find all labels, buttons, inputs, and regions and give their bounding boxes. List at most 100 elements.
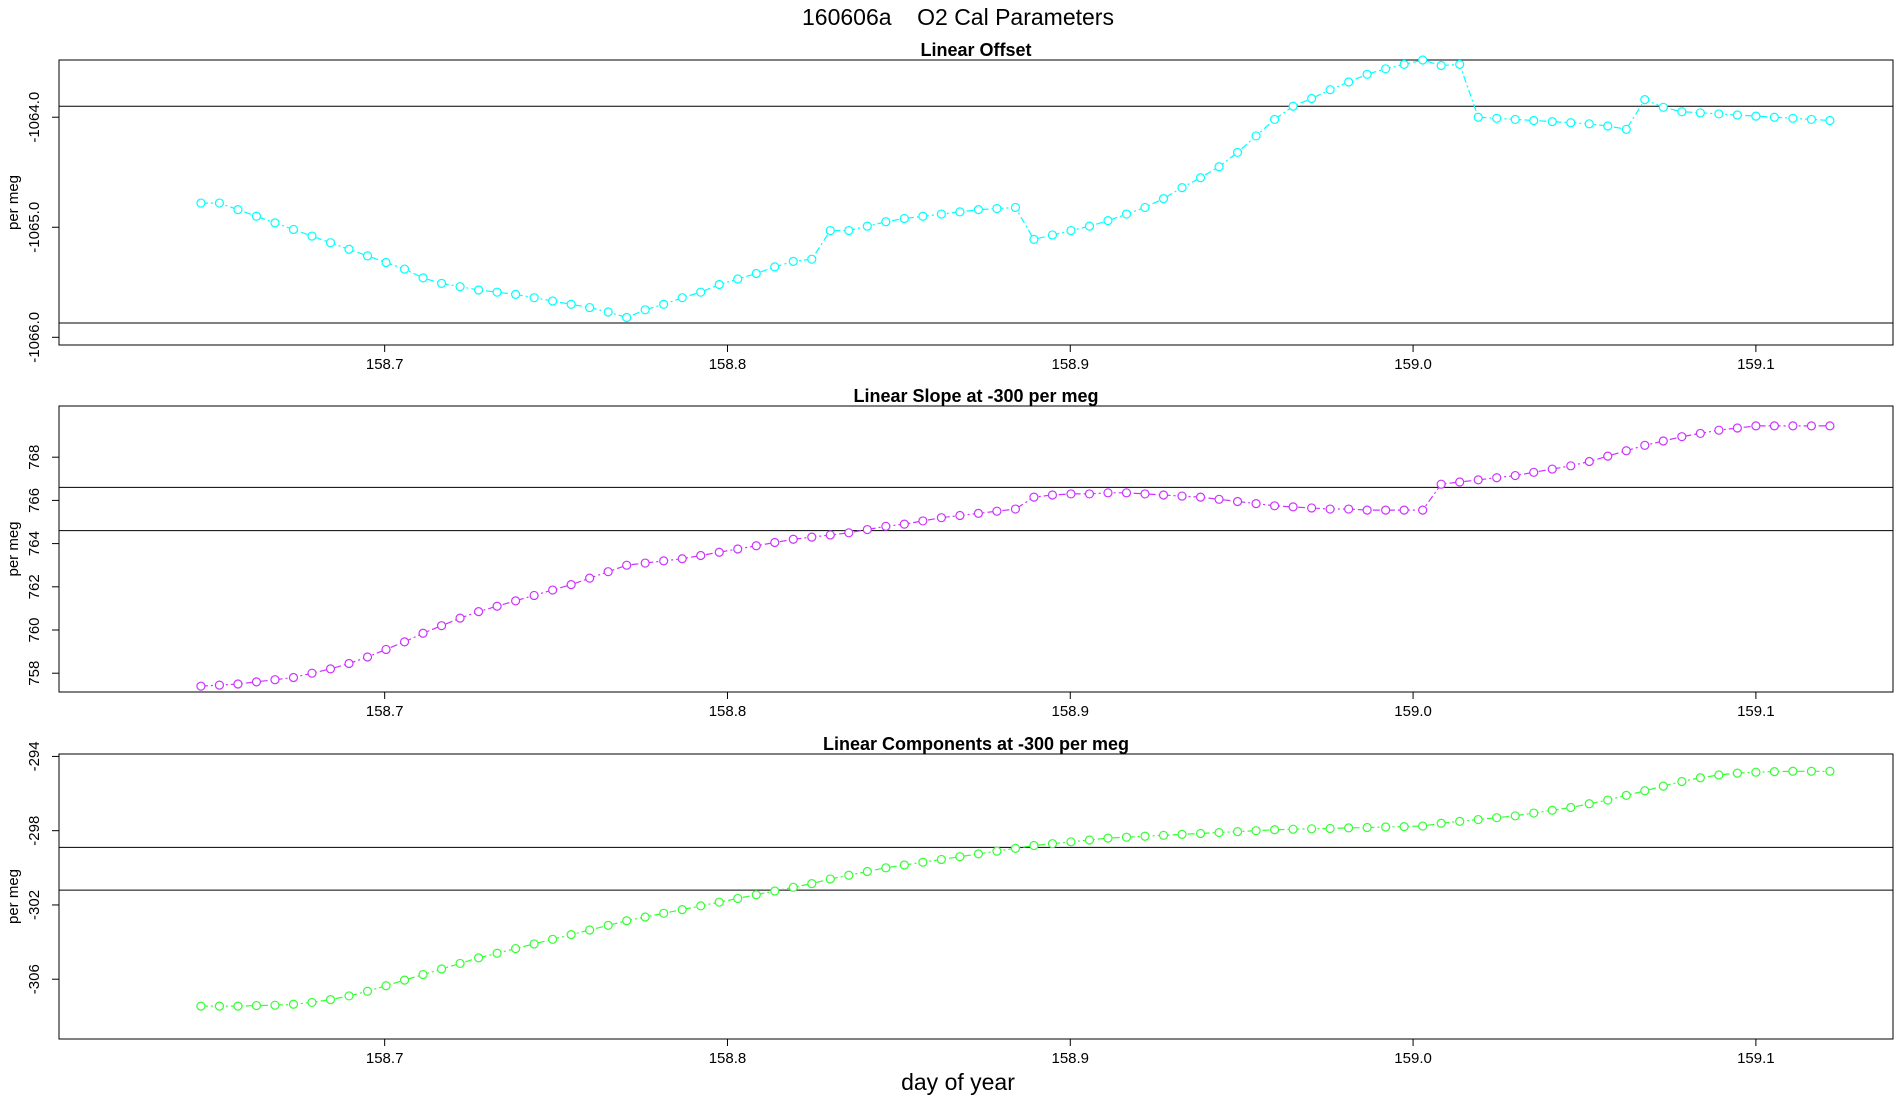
data-point	[399, 264, 410, 274]
data-point	[1455, 59, 1465, 70]
data-point	[1381, 64, 1391, 74]
data-point	[1399, 821, 1409, 832]
data-point	[862, 221, 872, 231]
data-point	[1806, 766, 1817, 776]
data-point	[1029, 492, 1039, 502]
data-point	[1621, 790, 1631, 801]
data-point	[585, 302, 595, 313]
data-point	[1751, 111, 1761, 121]
data-point	[1288, 101, 1298, 111]
data-point	[992, 846, 1002, 856]
x-tick-label: 158.8	[709, 356, 747, 373]
data-point	[1529, 467, 1539, 477]
data-point	[1825, 766, 1835, 776]
data-point	[1732, 768, 1742, 778]
data-point	[825, 530, 835, 540]
data-point	[1436, 60, 1446, 71]
data-point	[1751, 421, 1761, 431]
data-point	[899, 860, 909, 870]
y-axis-label: per meg	[5, 869, 22, 924]
data-point	[1158, 490, 1169, 500]
data-point	[955, 207, 965, 217]
data-point	[1232, 147, 1243, 158]
data-point	[1047, 490, 1058, 500]
data-point	[807, 532, 817, 542]
x-tick-label: 159.0	[1394, 356, 1432, 373]
data-point	[1473, 475, 1483, 485]
data-point	[751, 890, 761, 900]
data-point	[288, 672, 299, 683]
data-point	[899, 519, 909, 529]
data-point	[1010, 202, 1021, 213]
data-point	[1603, 795, 1613, 805]
data-point	[825, 225, 835, 236]
data-point	[1492, 473, 1502, 483]
y-tick-label: -298	[26, 816, 43, 846]
data-point	[1177, 183, 1187, 193]
data-point	[1473, 112, 1483, 122]
data-point	[1269, 114, 1280, 125]
data-point	[214, 680, 225, 690]
data-point	[1418, 505, 1428, 515]
data-point	[770, 262, 780, 272]
x-tick-label: 158.7	[366, 356, 404, 373]
x-tick-label: 158.7	[366, 1050, 404, 1067]
data-point	[1084, 489, 1095, 499]
data-point	[1788, 113, 1798, 123]
panel-title: Linear Offset	[920, 40, 1031, 60]
data-point	[622, 560, 632, 570]
data-point	[1529, 115, 1539, 126]
data-point	[696, 287, 706, 297]
data-point	[1232, 827, 1243, 837]
data-point	[399, 975, 410, 985]
data-point	[1621, 124, 1631, 134]
data-point	[325, 995, 336, 1005]
data-point	[1307, 93, 1317, 104]
y-tick-label: -1066.0	[26, 312, 43, 363]
data-point	[1769, 767, 1779, 777]
data-point	[381, 257, 391, 268]
data-point	[1732, 423, 1742, 433]
panel-title: Linear Components at -300 per meg	[823, 734, 1129, 754]
panel-title: Linear Slope at -300 per meg	[853, 386, 1098, 406]
y-tick-label: -306	[26, 964, 43, 994]
data-point	[696, 550, 706, 561]
data-point	[696, 901, 706, 911]
data-point	[973, 205, 983, 215]
data-point	[844, 870, 854, 880]
data-point	[1214, 162, 1224, 172]
data-point	[1825, 421, 1835, 431]
data-point	[1269, 825, 1280, 835]
data-point	[1695, 108, 1705, 118]
plot-frame	[58, 753, 1894, 1040]
data-point	[603, 307, 613, 317]
data-point	[529, 939, 539, 949]
data-point	[344, 991, 354, 1001]
y-tick-label: 760	[26, 617, 43, 642]
data-point	[733, 274, 743, 284]
data-point	[1677, 776, 1687, 787]
data-point	[1658, 781, 1668, 791]
y-axis-label: per meg	[5, 175, 22, 230]
data-point	[918, 516, 928, 526]
data-point	[399, 637, 410, 647]
data-point	[492, 287, 502, 297]
data-point	[714, 547, 724, 557]
data-point	[566, 299, 576, 309]
data-point	[1103, 488, 1113, 498]
data-point	[1325, 504, 1335, 514]
data-point	[881, 863, 891, 873]
data-point	[1307, 824, 1317, 834]
data-point	[455, 958, 465, 969]
panel-3: Linear Components at -300 per meg 158.7 15…	[5, 734, 1894, 1067]
data-point	[529, 293, 539, 303]
data-point	[362, 652, 373, 662]
data-point	[1584, 119, 1594, 129]
data-point	[1566, 461, 1576, 471]
data-point	[1455, 816, 1465, 826]
data-point	[455, 282, 465, 292]
data-point	[436, 621, 447, 631]
data-point	[344, 658, 354, 669]
data-point	[1362, 69, 1372, 79]
